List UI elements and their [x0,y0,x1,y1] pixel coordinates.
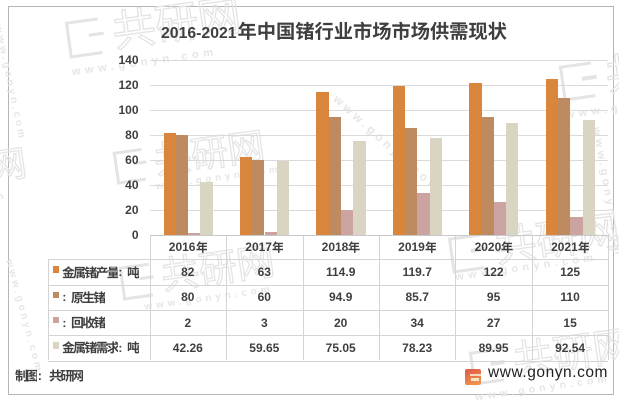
svg-text:2016-2021: 2016-2021 [161,25,237,42]
